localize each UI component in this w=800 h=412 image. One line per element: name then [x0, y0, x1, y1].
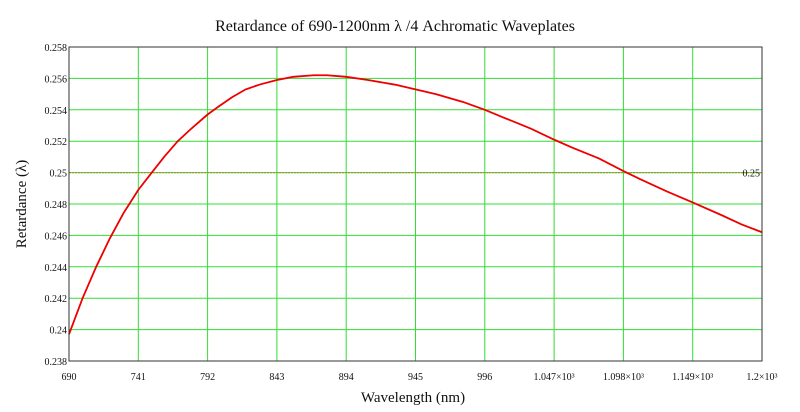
y-tick-label-8: 0.254	[45, 106, 68, 117]
x-tick-label-1: 741	[131, 372, 146, 383]
x-tick-label-3: 843	[269, 372, 284, 383]
chart-title: Retardance of 690-1200nm λ /4 Achromatic…	[215, 18, 575, 35]
reference-line-label: 0.25	[743, 169, 761, 180]
x-tick-label-6: 996	[477, 372, 492, 383]
y-tick-label-4: 0.246	[45, 231, 68, 242]
y-tick-label-10: 0.258	[45, 43, 68, 54]
x-tick-label-2: 792	[200, 372, 215, 383]
x-tick-label-10: 1.2×10³	[746, 372, 777, 383]
series-line-retardance	[68, 74, 763, 335]
y-tick-label-5: 0.248	[45, 200, 68, 211]
plot-frame	[68, 46, 763, 362]
x-tick-label-4: 894	[339, 372, 354, 383]
y-tick-label-1: 0.24	[50, 326, 68, 337]
y-tick-label-7: 0.252	[45, 137, 68, 148]
grid	[68, 46, 763, 362]
y-tick-labels: 0.238 0.24 0.242 0.244 0.246 0.248 0.25 0.252 0.…	[45, 43, 68, 368]
x-tick-label-0: 690	[62, 372, 77, 383]
x-tick-label-5: 945	[408, 372, 423, 383]
y-axis-label: Retardance (λ)	[14, 160, 30, 248]
x-tick-label-7: 1.047×10³	[534, 372, 575, 383]
y-tick-label-0: 0.238	[45, 357, 68, 368]
x-tick-label-8: 1.098×10³	[603, 372, 644, 383]
x-tick-labels: 690 741 792 843 894 945 996 1.047×10³ 1.098×10³ 1…	[62, 372, 778, 383]
y-tick-label-9: 0.256	[45, 74, 68, 85]
x-tick-label-9: 1.149×10³	[672, 372, 713, 383]
y-tick-label-2: 0.242	[45, 294, 68, 305]
y-tick-label-6: 0.25	[50, 169, 68, 180]
x-axis-label: Wavelength (nm)	[361, 390, 465, 406]
y-tick-label-3: 0.244	[45, 263, 68, 274]
